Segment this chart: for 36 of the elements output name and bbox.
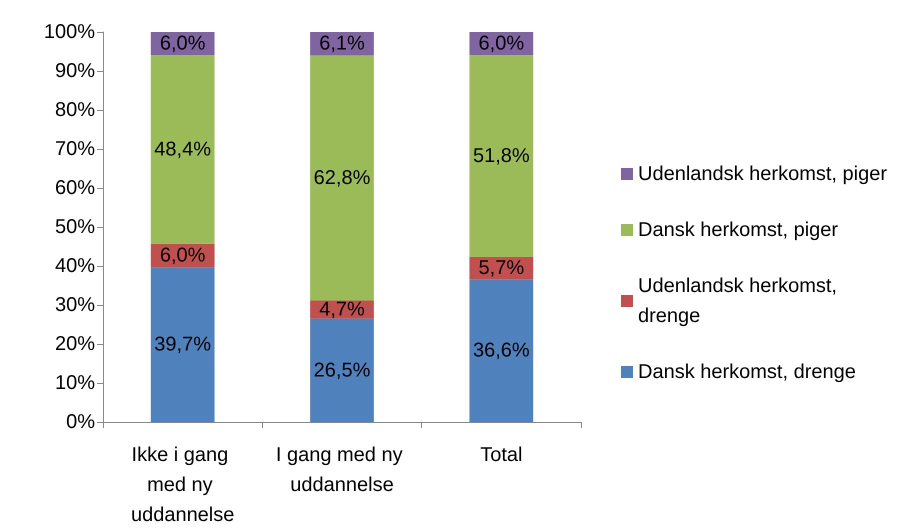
data-label: 6,1%	[319, 32, 366, 55]
data-label: 26,5%	[314, 359, 371, 382]
y-tick-label: 60%	[54, 177, 96, 199]
legend-label: Dansk herkomst, piger	[638, 219, 838, 241]
y-tick-label: 10%	[54, 372, 96, 394]
bar	[150, 267, 215, 422]
data-label: 48,4%	[154, 138, 212, 160]
x-tick-label: Ikke i gang med ny uddannelse	[130, 444, 234, 526]
y-tick-label: 20%	[54, 333, 96, 355]
data-label: 6,0%	[160, 32, 206, 55]
data-label: 6,0%	[478, 32, 524, 55]
y-tick-label: 0%	[66, 411, 96, 433]
y-tick-label: 80%	[54, 99, 96, 121]
y-tick-label: 30%	[54, 294, 96, 316]
bar	[310, 55, 374, 300]
legend-label: Dansk herkomst, drenge	[638, 361, 856, 383]
data-label: 51,8%	[472, 145, 530, 168]
data-label: 62,8%	[314, 166, 371, 189]
data-label: 4,7%	[319, 298, 366, 320]
bar	[310, 318, 374, 422]
legend-label: Udenlandsk herkomst, drenge	[638, 275, 843, 327]
y-tick-label: 100%	[44, 21, 96, 43]
x-tick-label: Total	[480, 444, 522, 466]
data-label: 6,0%	[160, 244, 206, 266]
y-tick-label: 70%	[54, 138, 96, 160]
bar	[469, 55, 534, 258]
y-tick-label: 50%	[54, 216, 96, 238]
data-label: 39,7%	[154, 334, 212, 356]
data-label: 5,7%	[478, 257, 524, 280]
bar	[469, 279, 534, 422]
bar	[150, 55, 215, 244]
data-label: 36,6%	[472, 340, 530, 362]
legend-label: Udenlandsk herkomst, piger	[638, 163, 888, 185]
y-tick-label: 40%	[54, 255, 96, 277]
x-tick-label: I gang med ny uddannelse	[276, 444, 408, 496]
y-tick-label: 90%	[54, 60, 96, 82]
